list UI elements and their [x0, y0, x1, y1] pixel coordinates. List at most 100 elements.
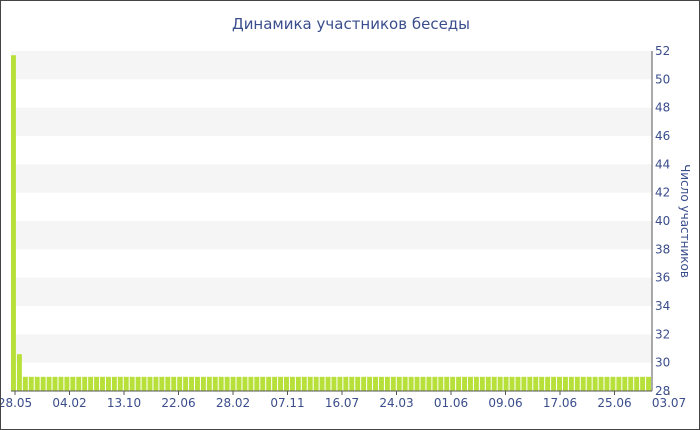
bar: [111, 376, 117, 391]
bar: [527, 376, 533, 391]
bar: [159, 376, 165, 391]
bar: [640, 376, 646, 391]
bar: [539, 376, 545, 391]
bar: [545, 376, 551, 391]
chart-title: Динамика участников беседы: [232, 15, 470, 33]
bar: [450, 376, 456, 391]
bar: [194, 376, 200, 391]
x-tick-label: 24.03: [379, 396, 413, 410]
x-tick-label: 13.10: [107, 396, 141, 410]
y-tick-label: 46: [655, 129, 670, 143]
bar: [11, 55, 16, 391]
bar: [278, 376, 284, 391]
x-tick-labels: 28.05 04.02 13.10 22.06 28.02 07.11 16.07 24.03…: [1, 391, 686, 410]
bar: [58, 376, 64, 391]
bar: [28, 376, 34, 391]
y-tick-label: 48: [655, 101, 670, 115]
y-tick-label: 44: [655, 157, 670, 171]
bar: [408, 376, 414, 391]
x-tick-label: 09.06: [488, 396, 522, 410]
bar: [610, 376, 616, 391]
bar: [373, 376, 378, 391]
y-tick-labels: 28 30 32 34 36 38 40 42 44 46 48 50 52: [655, 44, 670, 398]
bar: [52, 376, 58, 391]
bar: [557, 376, 562, 391]
bar: [426, 376, 432, 391]
bar: [468, 376, 473, 391]
bar: [307, 376, 313, 391]
x-tick-label: 28.02: [216, 396, 250, 410]
bar: [123, 376, 129, 391]
bar: [432, 376, 438, 391]
bar: [396, 376, 402, 391]
x-tick-label: 17.06: [543, 396, 577, 410]
bar: [622, 376, 628, 391]
bar: [479, 376, 485, 391]
bar: [598, 376, 604, 391]
bar: [171, 376, 177, 391]
bar: [236, 376, 242, 391]
bar: [141, 376, 147, 391]
bar: [616, 376, 622, 391]
bar: [100, 376, 105, 391]
bar: [521, 376, 527, 391]
bar: [551, 376, 557, 391]
bar: [301, 376, 307, 391]
bar: [414, 376, 420, 391]
x-tick-label: 28.05: [1, 396, 32, 410]
bar: [153, 376, 159, 391]
y-tick-label: 36: [655, 271, 670, 285]
grid-band: [11, 164, 652, 193]
bar: [384, 376, 390, 391]
bar: [147, 376, 153, 391]
bar: [444, 376, 450, 391]
bar: [390, 376, 396, 391]
bar: [200, 376, 206, 391]
bars: [11, 55, 651, 391]
bar: [254, 376, 260, 391]
bar: [533, 376, 539, 391]
bar: [230, 376, 236, 391]
y-tick-label: 52: [655, 44, 670, 58]
bar: [189, 376, 194, 391]
bar: [76, 376, 82, 391]
bar: [349, 376, 355, 391]
x-tick-label: 25.06: [597, 396, 631, 410]
bar: [646, 376, 651, 391]
bar: [94, 376, 100, 391]
bar: [46, 376, 52, 391]
bar: [266, 376, 272, 391]
bar: [183, 376, 189, 391]
bar: [343, 376, 349, 391]
bar: [331, 376, 337, 391]
bar: [515, 376, 521, 391]
y-tick-label: 28: [655, 384, 670, 398]
bar: [224, 376, 230, 391]
bar: [206, 376, 212, 391]
bar: [402, 376, 408, 391]
bar: [313, 376, 319, 391]
bar: [325, 376, 331, 391]
bar: [70, 376, 76, 391]
bar: [586, 376, 592, 391]
y-tick-label: 40: [655, 214, 670, 228]
grid-band: [11, 277, 652, 306]
grid-band: [11, 334, 652, 363]
bar: [218, 376, 224, 391]
grid-band: [11, 51, 652, 80]
bar: [165, 376, 171, 391]
y-tick-label: 50: [655, 72, 670, 86]
bar: [473, 376, 479, 391]
bar: [361, 376, 367, 391]
bar: [289, 376, 295, 391]
bar: [438, 376, 444, 391]
bar: [135, 376, 141, 391]
bar: [485, 376, 491, 391]
bar: [378, 376, 384, 391]
bar: [574, 376, 580, 391]
bar: [367, 376, 373, 391]
bar: [491, 376, 497, 391]
bar: [497, 376, 503, 391]
bar: [319, 376, 325, 391]
